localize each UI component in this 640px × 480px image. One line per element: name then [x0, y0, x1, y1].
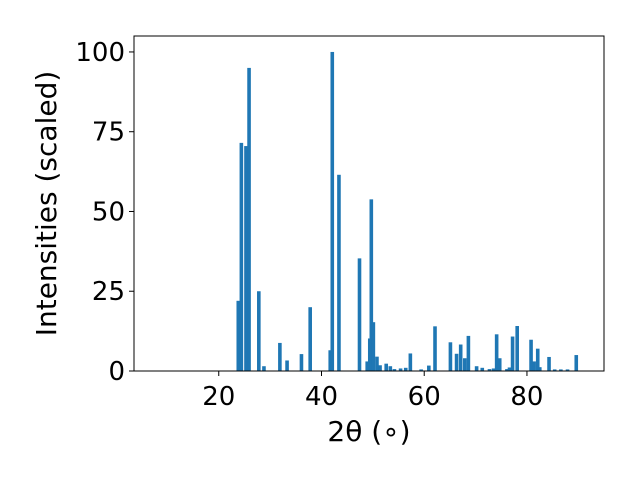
x-tick-label: 20 [202, 382, 235, 412]
bar [299, 354, 304, 371]
bar [559, 369, 563, 371]
bar [398, 368, 403, 371]
bar [285, 360, 289, 371]
bar [497, 358, 502, 371]
plot-frame [133, 35, 605, 372]
y-tick-label: 75 [92, 118, 125, 148]
x-tick-label: 40 [305, 382, 338, 412]
bar [375, 356, 379, 371]
bar [384, 363, 389, 371]
bar [547, 356, 551, 371]
bar [454, 353, 459, 371]
y-tick-label: 25 [92, 277, 125, 307]
bar [505, 369, 509, 371]
bar [574, 355, 579, 371]
y-tick-label: 50 [92, 197, 125, 227]
bar [491, 368, 496, 371]
x-tick-label: 80 [510, 382, 543, 412]
bar [262, 366, 266, 371]
bar [552, 369, 557, 371]
bar [408, 353, 413, 371]
bar [392, 369, 397, 371]
bar [244, 146, 248, 371]
bar [433, 326, 437, 371]
bar [357, 258, 362, 371]
bar [419, 369, 423, 371]
bar [535, 348, 540, 371]
bar [247, 67, 251, 372]
bar [328, 350, 333, 371]
bar [458, 344, 463, 371]
bar [278, 342, 282, 371]
bar [494, 334, 499, 371]
bar [369, 199, 374, 371]
bar [463, 358, 467, 371]
y-tick-label: 100 [75, 38, 125, 68]
bar [388, 366, 393, 371]
bar [330, 51, 335, 371]
x-tick-label: 60 [408, 382, 441, 412]
bar [257, 291, 261, 371]
x-axis-label: 2θ (∘) [327, 415, 410, 448]
y-tick-label: 0 [108, 357, 125, 387]
bar [507, 367, 512, 371]
bar [466, 335, 471, 371]
bar [337, 174, 341, 371]
bar [487, 369, 492, 371]
bar [474, 366, 479, 371]
bar [510, 336, 515, 371]
bar [239, 142, 244, 371]
bar [448, 342, 453, 371]
bar [236, 300, 241, 371]
bar [378, 365, 382, 371]
bar [532, 361, 536, 371]
bar [515, 326, 519, 371]
bar [480, 367, 485, 371]
bar [371, 322, 376, 371]
bar-series [236, 51, 579, 372]
bar [365, 361, 369, 371]
bar [427, 365, 431, 371]
bar [308, 307, 312, 371]
y-axis: 0 25 50 75 100 [75, 38, 134, 387]
bar [537, 367, 542, 371]
bar [529, 339, 533, 371]
x-axis: 20 40 60 80 [202, 371, 543, 412]
y-axis-label: Intensities (scaled) [30, 71, 63, 337]
bar [565, 369, 570, 371]
bar [403, 367, 408, 371]
